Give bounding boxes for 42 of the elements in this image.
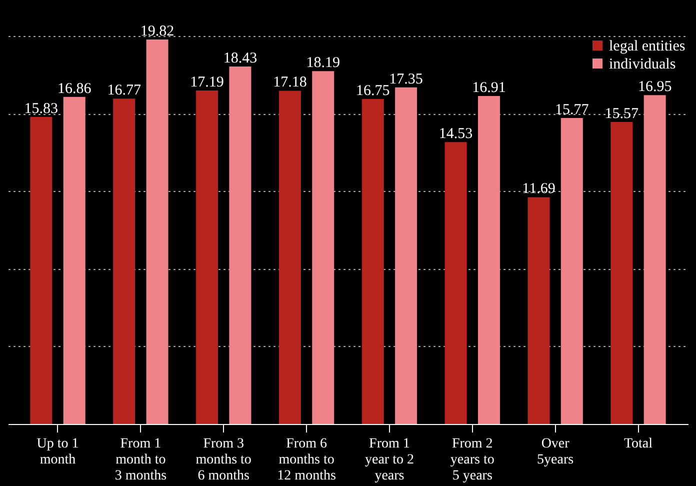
x-tick-label: From 2 years to 5 years bbox=[450, 436, 494, 484]
data-label: 17.35 bbox=[389, 71, 423, 88]
data-label: 11.69 bbox=[522, 181, 556, 198]
x-tick-label: Over 5years bbox=[537, 436, 574, 468]
bar bbox=[30, 116, 52, 424]
bar bbox=[312, 71, 334, 424]
data-label: 16.77 bbox=[107, 82, 142, 99]
x-tick-label: Total bbox=[624, 436, 653, 452]
bar bbox=[395, 87, 418, 424]
legend-label: legal entities bbox=[609, 38, 686, 54]
x-tick-label: From 6 months to 12 months bbox=[277, 436, 336, 484]
data-label: 18.19 bbox=[306, 55, 340, 72]
bar bbox=[560, 118, 583, 424]
data-label: 17.18 bbox=[273, 74, 307, 91]
data-label: 14.53 bbox=[438, 126, 473, 142]
bar bbox=[644, 95, 666, 424]
data-label: 15.83 bbox=[24, 100, 58, 117]
bar bbox=[610, 122, 633, 424]
x-tick-label: From 3 months to 6 months bbox=[196, 436, 252, 484]
bar bbox=[528, 197, 550, 424]
bar bbox=[196, 90, 218, 424]
x-tick-label: Up to 1 month bbox=[36, 436, 79, 468]
data-label: 18.43 bbox=[223, 50, 258, 66]
bar bbox=[229, 66, 252, 424]
bar bbox=[146, 39, 168, 424]
data-label: 16.95 bbox=[638, 79, 672, 96]
data-label: 19.82 bbox=[140, 23, 174, 40]
x-tick-label: From 1 year to 2 years bbox=[364, 436, 414, 484]
data-label: 15.77 bbox=[555, 102, 590, 118]
data-label: 15.57 bbox=[604, 106, 640, 122]
legend-label: individuals bbox=[609, 56, 676, 72]
data-label: 16.86 bbox=[57, 80, 92, 97]
bar bbox=[362, 99, 384, 424]
data-label: 17.19 bbox=[190, 74, 224, 91]
bar bbox=[113, 98, 136, 424]
data-label: 16.75 bbox=[356, 83, 390, 100]
bar bbox=[63, 96, 86, 424]
bar bbox=[478, 96, 500, 424]
data-label: 16.91 bbox=[472, 80, 506, 96]
bar bbox=[444, 142, 467, 424]
x-tick-label: From 1 month to 3 months bbox=[114, 436, 167, 484]
bar bbox=[278, 90, 301, 424]
